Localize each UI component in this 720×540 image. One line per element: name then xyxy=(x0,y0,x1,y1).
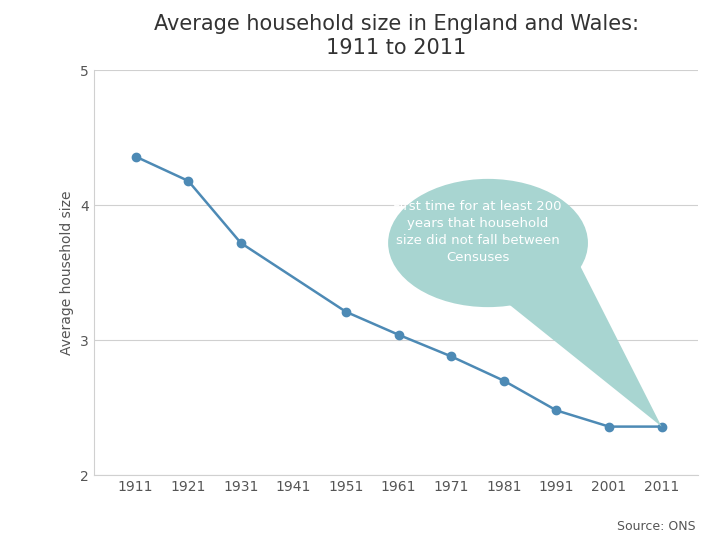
Y-axis label: Average household size: Average household size xyxy=(60,191,74,355)
Ellipse shape xyxy=(388,179,588,307)
Text: First time for at least 200
years that household
size did not fall between
Censu: First time for at least 200 years that h… xyxy=(393,200,562,264)
Text: Source: ONS: Source: ONS xyxy=(617,519,696,532)
Title: Average household size in England and Wales:
1911 to 2011: Average household size in England and Wa… xyxy=(153,15,639,58)
Polygon shape xyxy=(509,249,662,427)
